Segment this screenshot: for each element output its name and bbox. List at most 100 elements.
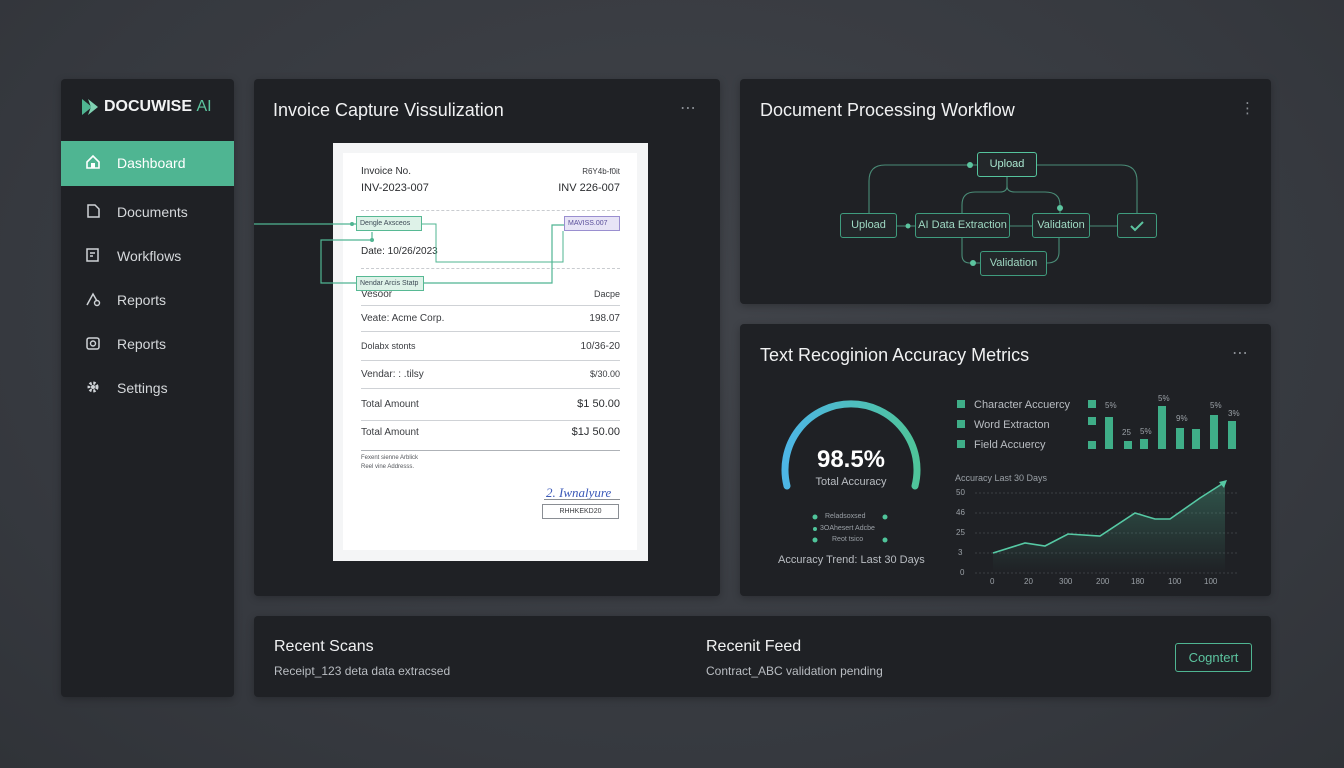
workflow-node [1117,213,1157,238]
divider [361,388,620,389]
nav-icon [86,292,101,307]
capture-highlight: Nendar Arcis Statp [356,276,424,291]
y-tick-label: 50 [956,488,965,497]
panel-title: Document Processing Workflow [760,100,1015,120]
bar-label: 5% [1140,427,1152,436]
capture-highlight: MAVISS.007 [564,216,620,231]
panel-title: Text Recoginion Accuracy Metrics [760,345,1030,365]
brand-name: DOCUWISE [104,98,192,115]
footnote: Fexent sienne Arblick [361,455,419,461]
y-tick-label: 3 [958,548,963,557]
x-tick-label: 180 [1131,577,1145,586]
row-value: Dacpe [593,289,620,299]
invoice-number: INV-2023-007 [361,182,429,194]
signature: 2. Iwnalyure [546,485,612,500]
nav-item[interactable]: Documents [61,190,234,235]
gauge-label: Total Accuracy [815,476,887,488]
menu-button[interactable]: ⋯ [1232,345,1249,362]
row-value: 198.07 [589,313,620,324]
activity-panel [254,616,1271,697]
divider [361,305,620,306]
row-value: 10/36-20 [580,341,620,352]
bar-label: 9% [1176,414,1188,423]
x-tick-label: 0 [990,577,995,586]
capture-highlight: Dengle Axsceos [356,216,422,231]
workflow-node: Validation [980,251,1047,276]
menu-button[interactable]: ⋮ [1240,100,1256,117]
y-tick-label: 0 [960,568,965,577]
x-tick-label: 20 [1024,577,1033,586]
divider [361,450,620,451]
brand-accent: AI [196,98,212,115]
workflow-node: AI Data Extraction [915,213,1010,238]
gauge-legend: Reladsoxsed [825,513,866,520]
trend-title: Accuracy Last 30 Days [955,473,1048,483]
x-tick-label: 100 [1168,577,1182,586]
nav-label: Settings [117,380,168,396]
section-text: Receipt_123 deta data extracsed [274,664,451,678]
check-icon [1130,221,1144,232]
nav-icon [86,248,99,262]
invoice-date: Date: 10/26/2023 [361,246,438,257]
nav-label: Workflows [117,248,182,264]
nav-label: Reports [117,336,167,352]
nav-item[interactable]: Dashboard [61,141,234,186]
y-tick-label: 46 [956,508,965,517]
bar-label: 3% [1228,409,1240,418]
row-label: Total Amount [361,399,419,410]
divider [361,420,620,421]
nav-label: Documents [117,204,188,220]
footnote: Reel vine Addresss. [361,464,415,470]
nav-item[interactable]: Settings [61,366,234,411]
x-tick-label: 100 [1204,577,1218,586]
y-tick-label: 25 [956,528,965,537]
divider [361,331,620,332]
stamp: RHHKEKD20 [542,504,619,519]
legend-label: Word Extracton [974,419,1050,431]
legend-label: Character Accuercy [974,399,1070,411]
legend-label: Field Accuercy [974,439,1046,451]
nav-item[interactable]: Reports [61,322,234,367]
x-tick-label: 200 [1096,577,1110,586]
signature-line [544,499,620,500]
bar-label: 5% [1158,394,1170,403]
invoice-number-right: INV 226-007 [558,182,620,194]
row-value: $1J 50.00 [571,426,620,438]
workflow-node: Validation [1032,213,1090,238]
gauge-legend: Reot tsico [832,536,864,543]
row-label: Total Amount [361,427,419,438]
row-label: Vendar: : .tilsy [361,369,424,380]
row-label: Dolabx stonts [361,341,416,351]
section-title: Recenit Feed [706,638,802,655]
invoice-ref: R6Y4b-f0it [582,167,620,176]
divider [361,360,620,361]
bar-label: 5% [1105,401,1117,410]
row-value: $1 50.00 [577,398,620,410]
nav-icon [86,337,100,350]
bar-label: 25 [1122,428,1131,437]
workflow-node: Upload [840,213,897,238]
nav-icon [87,204,100,218]
brand: DOCUWISE AI [104,98,212,116]
row-label: Veate: Acme Corp. [361,313,445,324]
invoice-label: Invoice No. [361,166,412,177]
bar-label: 5% [1210,401,1222,410]
action-button[interactable]: Cogntert [1175,643,1252,672]
nav-icon [86,154,100,169]
workflow-node: Upload [977,152,1037,177]
menu-button[interactable]: ⋯ [680,100,697,117]
logo-icon [82,99,98,115]
nav-icon [87,381,99,393]
row-label: Vesoor [361,289,393,300]
nav-item[interactable]: Workflows [61,234,234,279]
divider [361,210,620,211]
gauge-value: 98.5% [816,446,886,473]
row-value: $/30.00 [589,369,620,379]
x-tick-label: 300 [1059,577,1073,586]
nav-label: Dashboard [117,155,186,171]
nav-item[interactable]: Reports [61,278,234,323]
